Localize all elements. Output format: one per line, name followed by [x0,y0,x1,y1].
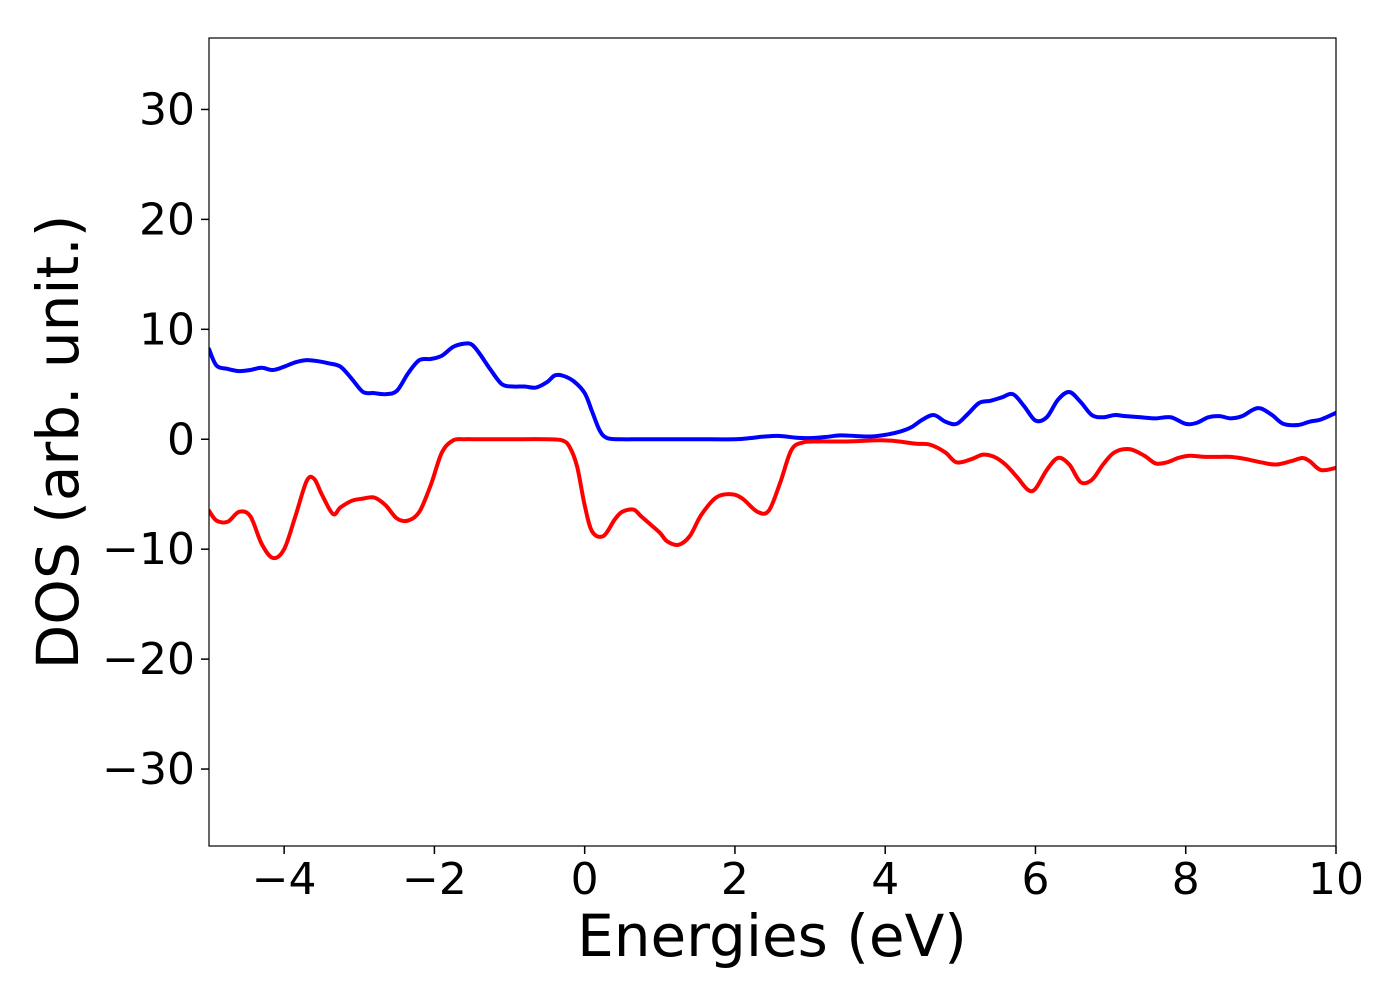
y-tick-label: −30 [102,744,195,795]
series-layer [209,341,1336,561]
x-axis-title: Energies (eV) [577,902,967,970]
x-tick-label: −4 [252,854,317,905]
x-tick-label: 8 [1172,854,1200,905]
x-tick-label: 2 [721,854,749,905]
x-tick-label: −2 [402,854,467,905]
x-axis: −4 −2 0 2 4 6 8 10 [252,846,1364,905]
x-tick-label: 4 [871,854,899,905]
y-tick-label: 30 [139,84,195,135]
y-axis: 30 20 10 0 −10 −20 −30 [102,84,209,795]
y-tick-label: 0 [167,414,195,465]
y-tick-label: −20 [102,634,195,685]
series-line-blue [209,341,1336,442]
x-tick-label: 6 [1021,854,1049,905]
x-tick-label: 0 [571,854,599,905]
y-tick-label: 10 [139,304,195,355]
series-line-red [209,437,1336,561]
x-tick-label: 10 [1308,854,1364,905]
y-tick-label: −10 [102,524,195,575]
plot-frame [208,37,1337,847]
y-axis-title: DOS (arb. unit.) [24,215,92,670]
y-tick-label: 20 [139,194,195,245]
